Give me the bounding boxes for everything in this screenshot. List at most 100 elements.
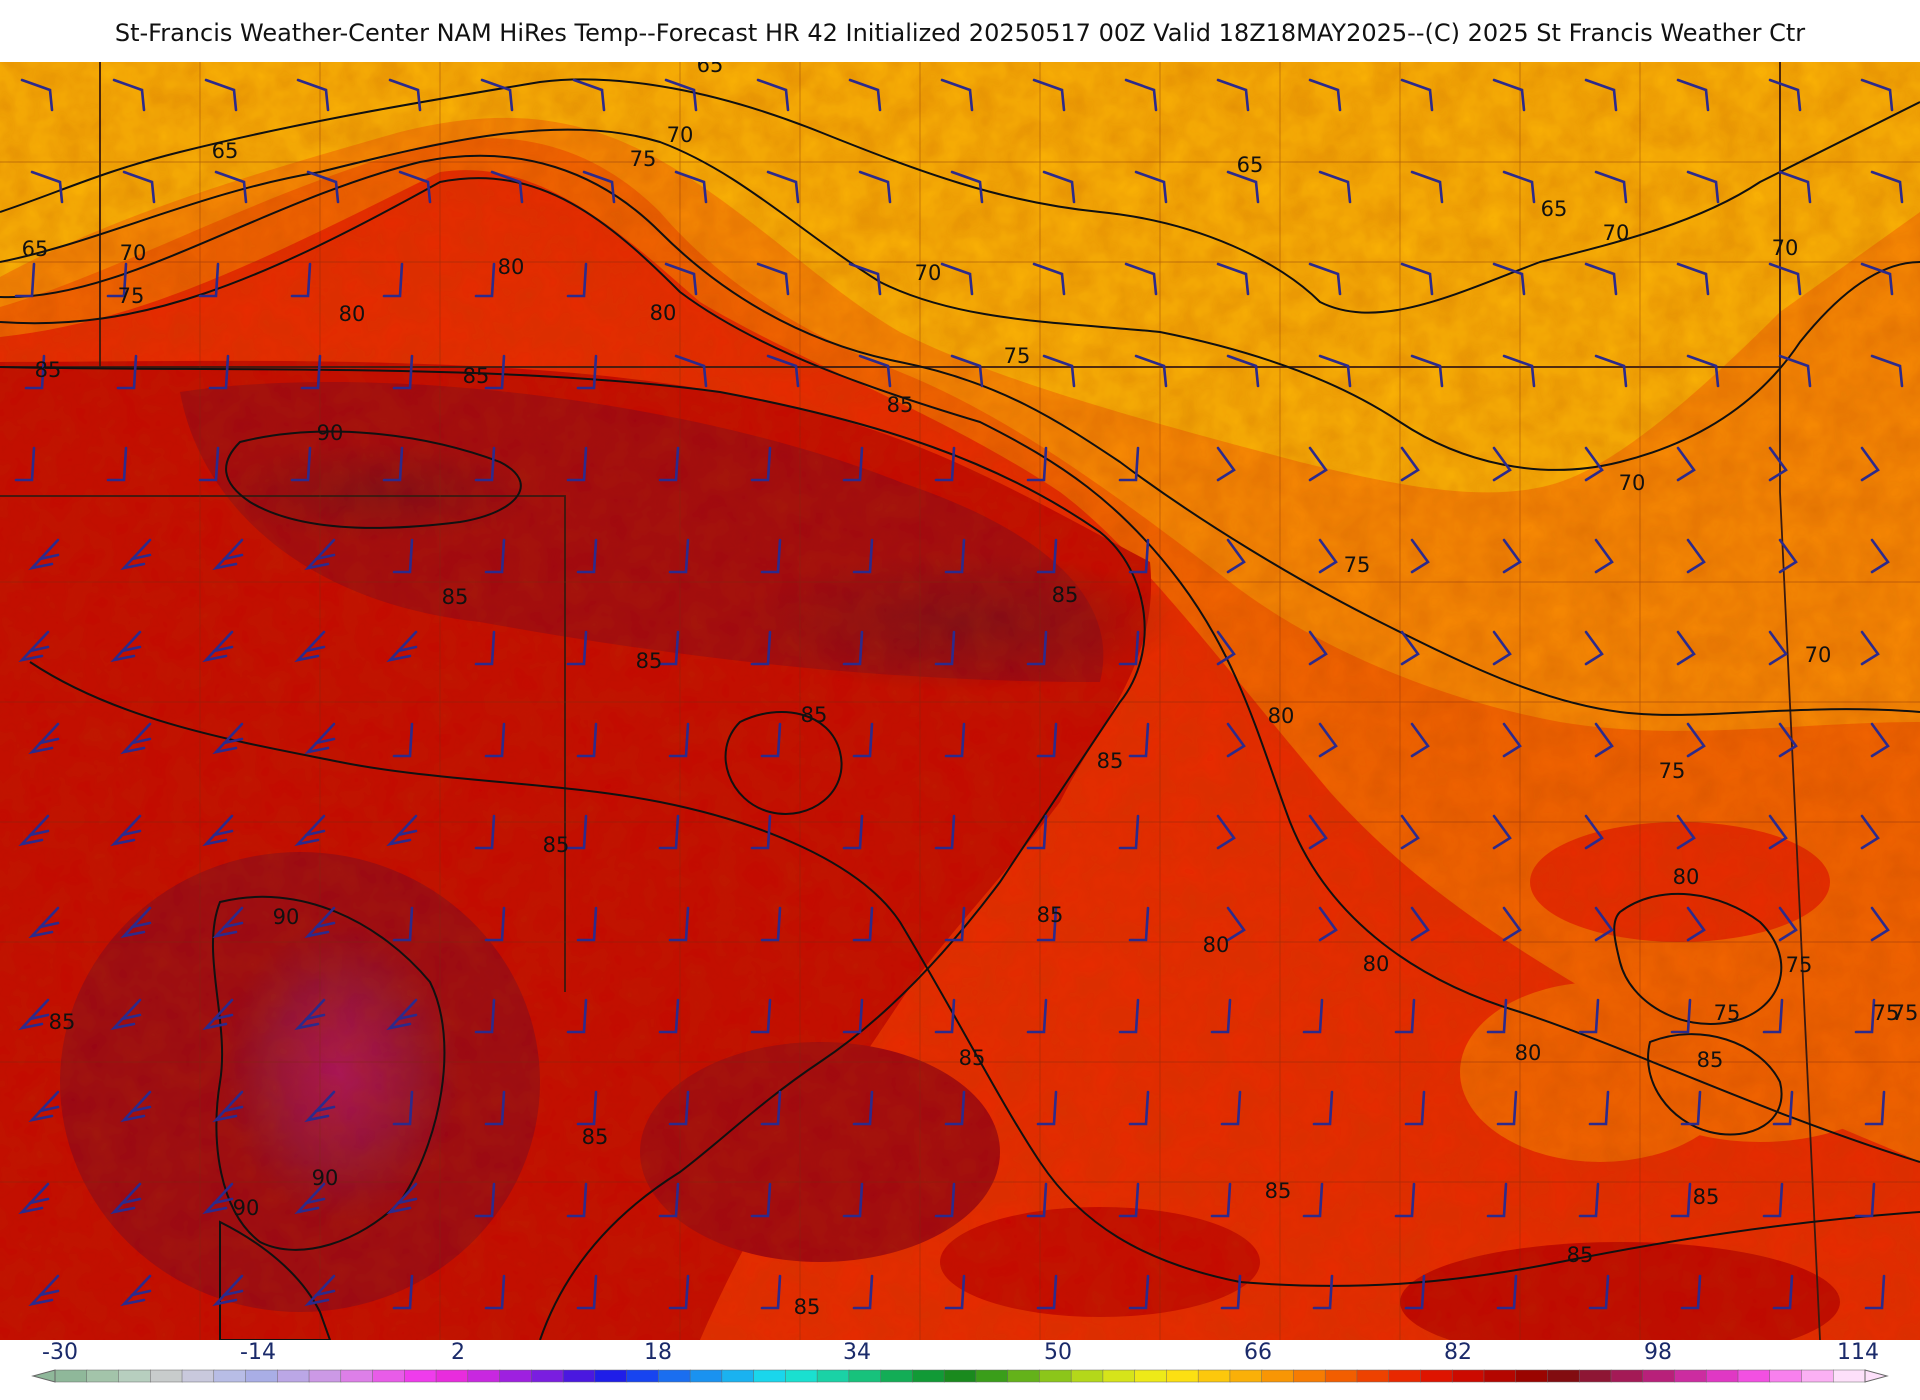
wind-barb — [934, 446, 956, 482]
wind-barb — [674, 354, 708, 388]
colorbar-tick-label: 66 — [1244, 1340, 1272, 1365]
wind-barb — [1870, 354, 1904, 388]
wind-barb — [1400, 446, 1420, 482]
wind-barb — [1486, 998, 1508, 1034]
wind-barb — [474, 630, 496, 666]
wind-barb — [1124, 78, 1158, 112]
wind-barb — [1502, 354, 1536, 388]
colorbar-swatch — [1642, 1369, 1676, 1383]
colorbar-swatch — [562, 1369, 596, 1383]
wind-barb — [566, 998, 588, 1034]
wind-barb — [1860, 78, 1894, 112]
wind-barb — [1216, 814, 1236, 850]
wind-barb — [940, 262, 974, 296]
wind-barb — [1118, 1182, 1140, 1218]
wind-barb — [1036, 1274, 1058, 1310]
wind-barb — [1118, 630, 1140, 666]
wind-barb — [1226, 538, 1246, 574]
colorbar-swatch — [943, 1369, 977, 1383]
wind-barb — [120, 1274, 152, 1307]
colorbar-swatch — [54, 1369, 88, 1383]
colorbar-swatch — [594, 1369, 628, 1383]
wind-barb — [858, 170, 892, 204]
wind-barb — [1870, 538, 1890, 574]
wind-barb — [1394, 998, 1416, 1034]
contour-label: 85 — [1052, 583, 1079, 607]
colorbar-swatch — [245, 1369, 279, 1383]
wind-barb — [1134, 170, 1168, 204]
contour-label: 75 — [1004, 344, 1031, 368]
contour-label: 80 — [1673, 865, 1700, 889]
wind-barb — [668, 906, 690, 942]
wind-barbs — [14, 78, 1904, 1310]
wind-barb — [1410, 906, 1430, 942]
wind-barb — [1860, 814, 1880, 850]
colorbar-swatch — [689, 1369, 723, 1383]
colorbar-swatch — [1356, 1369, 1390, 1383]
contour-label: 70 — [915, 261, 942, 285]
contour-label: 80 — [1363, 952, 1390, 976]
wind-barb — [760, 1274, 782, 1310]
wind-barb — [1584, 78, 1618, 112]
colorbar-swatch — [975, 1369, 1009, 1383]
wind-barb — [296, 78, 330, 112]
wind-barb — [392, 1090, 414, 1126]
wind-barb — [658, 814, 680, 850]
colorbar-swatch — [1197, 1369, 1231, 1383]
wind-barb — [1128, 1274, 1150, 1310]
contour-label: 85 — [636, 649, 663, 673]
wind-barb — [1128, 538, 1150, 574]
colorbar-tick-label: 2 — [451, 1340, 465, 1365]
wind-barb — [1026, 630, 1048, 666]
wind-barb — [1584, 630, 1604, 666]
contour-80 — [0, 177, 1920, 1163]
wind-barb — [842, 446, 864, 482]
wind-barb — [1686, 354, 1720, 388]
wind-barb — [382, 446, 404, 482]
wind-barb — [474, 1182, 496, 1218]
wind-barb — [1400, 78, 1434, 112]
wind-barb — [1318, 170, 1352, 204]
wind-barb — [1400, 262, 1434, 296]
wind-barb — [30, 170, 64, 204]
wind-barb — [1216, 262, 1250, 296]
wind-barb — [484, 722, 506, 758]
contour-label: 75 — [1786, 953, 1813, 977]
wind-barb — [1584, 446, 1604, 482]
wind-barb — [1312, 1090, 1334, 1126]
wind-barb — [576, 1274, 598, 1310]
wind-barb — [572, 78, 606, 112]
wind-barb — [944, 1090, 966, 1126]
contour-label: 90 — [312, 1166, 339, 1190]
wind-barb — [392, 354, 414, 390]
wind-barb — [940, 78, 974, 112]
wind-barb — [1772, 1090, 1794, 1126]
wind-barb — [1676, 262, 1710, 296]
wind-barb — [290, 446, 312, 482]
wind-barb — [566, 262, 588, 298]
wind-barb — [1778, 538, 1798, 574]
wind-barb — [198, 446, 220, 482]
contour-label: 65 — [22, 237, 49, 261]
wind-barb — [848, 78, 882, 112]
wind-barb — [1026, 1182, 1048, 1218]
wind-barb — [1670, 1182, 1692, 1218]
wind-barb — [1032, 262, 1066, 296]
wind-barb — [1308, 446, 1328, 482]
wind-barb — [1588, 1090, 1610, 1126]
wind-barb — [1124, 262, 1158, 296]
wind-barb — [1686, 722, 1706, 758]
wind-barb — [566, 446, 588, 482]
contour-label: 75 — [1892, 1001, 1919, 1025]
contour-90-south — [212, 895, 446, 1251]
wind-barb — [1762, 1182, 1784, 1218]
wind-barb — [1686, 170, 1720, 204]
wind-barb — [110, 630, 142, 663]
wind-barb — [1670, 998, 1692, 1034]
wind-barb — [658, 446, 680, 482]
colorbar-swatch — [1229, 1369, 1263, 1383]
wind-barb — [576, 354, 598, 390]
boundaries — [0, 62, 1821, 1340]
colorbar-swatch — [1547, 1369, 1580, 1383]
wind-barb — [944, 722, 966, 758]
